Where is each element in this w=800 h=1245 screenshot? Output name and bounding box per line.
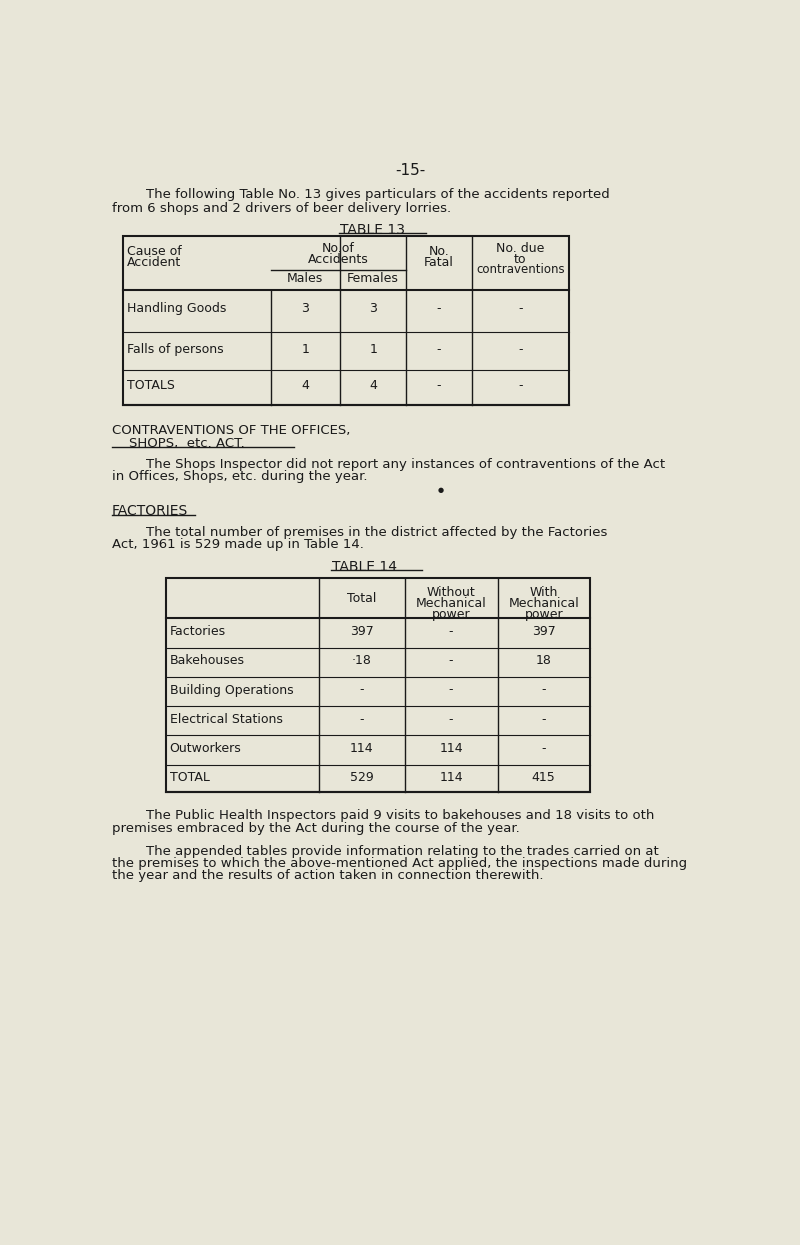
Bar [123,235,569,405]
Text: 1: 1 [370,342,377,356]
Text: Mechanical: Mechanical [416,596,486,610]
Text: to: to [514,253,526,265]
Text: Factories: Factories [170,625,226,637]
Text: TOTALS: TOTALS [127,380,175,392]
Text: TABLE 14: TABLE 14 [333,560,398,574]
Text: premises embraced by the Act during the course of the year.: premises embraced by the Act during the … [112,822,519,834]
Text: -: - [437,342,442,356]
Text: 529: 529 [350,771,374,783]
Text: -: - [449,655,454,667]
Text: -15-: -15- [395,163,425,178]
Text: -: - [449,684,454,696]
Text: The appended tables provide information relating to the trades carried on at: The appended tables provide information … [112,844,658,858]
Text: The total number of premises in the district affected by the Factories: The total number of premises in the dist… [112,525,607,539]
Text: 114: 114 [439,771,463,783]
Text: from 6 shops and 2 drivers of beer delivery lorries.: from 6 shops and 2 drivers of beer deliv… [112,202,450,214]
Text: Accidents: Accidents [308,253,369,265]
Text: -: - [542,684,546,696]
Text: Cause of: Cause of [127,245,182,258]
Text: 114: 114 [439,742,463,754]
Text: 3: 3 [370,303,377,315]
Text: FACTORIES: FACTORIES [112,504,188,518]
Text: 397: 397 [350,625,374,637]
Text: 1: 1 [302,342,310,356]
Text: -: - [518,380,522,392]
Text: With: With [530,586,558,599]
Text: SHOPS,  etc. ACT.: SHOPS, etc. ACT. [112,437,244,449]
Text: the year and the results of action taken in connection therewith.: the year and the results of action taken… [112,869,543,883]
Text: Mechanical: Mechanical [508,596,579,610]
Text: contraventions: contraventions [476,264,565,276]
Text: Handling Goods: Handling Goods [127,303,226,315]
Text: Electrical Stations: Electrical Stations [170,713,282,726]
Text: No.: No. [429,245,450,258]
Text: power: power [524,608,563,620]
Bar [166,578,590,792]
Text: power: power [432,608,470,620]
Text: -: - [542,713,546,726]
Text: TOTAL: TOTAL [170,771,210,783]
Text: -: - [360,684,364,696]
Text: 4: 4 [370,380,377,392]
Text: ·18: ·18 [352,655,372,667]
Text: Fatal: Fatal [424,255,454,269]
Text: TABLE 13: TABLE 13 [340,223,406,237]
Text: CONTRAVENTIONS OF THE OFFICES,: CONTRAVENTIONS OF THE OFFICES, [112,425,350,437]
Text: -: - [437,303,442,315]
Text: 3: 3 [302,303,310,315]
Text: Building Operations: Building Operations [170,684,294,696]
Text: the premises to which the above-mentioned Act applied, the inspections made duri: the premises to which the above-mentione… [112,857,686,870]
Text: The following Table No. 13 gives particulars of the accidents reported: The following Table No. 13 gives particu… [146,188,610,200]
Text: No. due: No. due [496,242,545,255]
Text: ●: ● [437,488,443,493]
Text: Bakehouses: Bakehouses [170,655,245,667]
Text: -: - [437,380,442,392]
Text: -: - [449,625,454,637]
Text: Total: Total [347,591,377,605]
Text: Act, 1961 is 529 made up in Table 14.: Act, 1961 is 529 made up in Table 14. [112,538,363,552]
Text: Accident: Accident [127,255,182,269]
Text: -: - [542,742,546,754]
Text: 114: 114 [350,742,374,754]
Text: Falls of persons: Falls of persons [127,342,224,356]
Text: Outworkers: Outworkers [170,742,242,754]
Text: Males: Males [287,271,323,285]
Text: 415: 415 [532,771,555,783]
Text: 397: 397 [532,625,555,637]
Text: Without: Without [426,586,475,599]
Text: 18: 18 [536,655,552,667]
Text: Females: Females [347,271,399,285]
Text: -: - [518,303,522,315]
Text: -: - [360,713,364,726]
Text: The Shops Inspector did not report any instances of contraventions of the Act: The Shops Inspector did not report any i… [112,458,665,471]
Text: -: - [449,713,454,726]
Text: No.of: No.of [322,242,354,255]
Text: in Offices, Shops, etc. during the year.: in Offices, Shops, etc. during the year. [112,471,367,483]
Text: -: - [518,342,522,356]
Text: 4: 4 [302,380,310,392]
Text: The Public Health Inspectors paid 9 visits to bakehouses and 18 visits to oth: The Public Health Inspectors paid 9 visi… [112,809,654,822]
